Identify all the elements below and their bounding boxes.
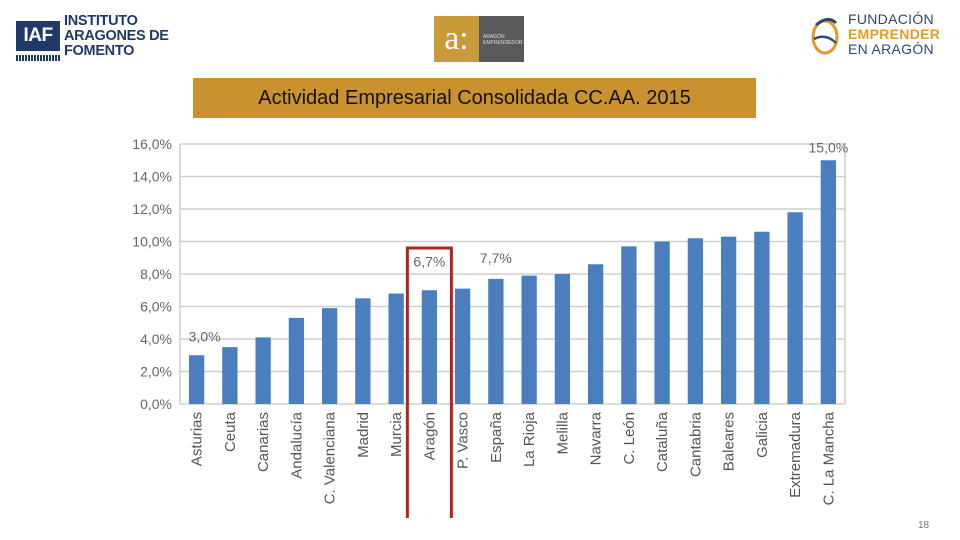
iaf-logo-text: INSTITUTO ARAGONES DE FOMENTO (64, 12, 169, 59)
x-tick-label: Ceuta (222, 411, 239, 452)
data-label: 6,7% (413, 253, 445, 269)
page-number: 18 (918, 520, 930, 531)
bar (421, 290, 438, 404)
y-tick-label: 16,0% (132, 136, 172, 152)
iaf-line-2: ARAGONES DE (64, 27, 169, 44)
x-tick-label: Canarias (255, 412, 272, 472)
x-tick-label: España (488, 411, 505, 463)
bar (587, 264, 604, 404)
data-label: 15,0% (809, 139, 849, 155)
x-tick-label: Baleares (721, 412, 738, 471)
x-tick-label: La Rioja (521, 411, 538, 467)
bar-chart: 0,0% 2,0% 4,0% 6,0% 8,0% 10,0% 12,0% 14,0% 16,0%… (132, 136, 849, 518)
y-tick-label: 0,0% (140, 396, 172, 412)
x-tick-label: C. Valenciana (322, 411, 339, 504)
x-tick-label: C. La Mancha (820, 411, 837, 505)
bar (687, 238, 704, 404)
x-tick-label: Extremadura (787, 411, 804, 498)
y-tick-label: 14,0% (132, 169, 172, 185)
bar (754, 231, 770, 404)
fundacion-line-3: EN ARAGÓN (848, 41, 934, 57)
data-label: 7,7% (480, 250, 512, 266)
aragon-emprendedor-logo: a: ARAGÓN EMPRENDEDOR (434, 16, 524, 62)
bar (554, 274, 571, 404)
fundacion-line-1: FUNDACIÓN (848, 11, 934, 27)
bar (388, 293, 404, 404)
bar (820, 160, 837, 404)
bar (222, 347, 238, 404)
bar (355, 298, 371, 404)
data-label: 3,0% (189, 328, 221, 344)
y-tick-label: 8,0% (140, 266, 172, 282)
bar (621, 246, 637, 404)
x-tick-label: P. Vasco (455, 412, 472, 469)
bar (255, 337, 271, 404)
x-tick-label: Galicia (754, 411, 771, 458)
iaf-mark: IAF (16, 21, 60, 51)
x-tick-label: C. León (621, 412, 638, 465)
y-tick-label: 12,0% (132, 201, 172, 217)
bar (521, 275, 537, 404)
bar (488, 278, 504, 404)
bar (288, 317, 305, 404)
fundacion-logo-text: FUNDACIÓN EMPRENDER EN ARAGÓN (848, 12, 940, 57)
aragon-small-text: ARAGÓN EMPRENDEDOR (479, 16, 524, 62)
iaf-logo: IAF INSTITUTO ARAGONES DE FOMENTO (16, 12, 169, 61)
highlight-box (405, 246, 453, 518)
x-tick-label: Madrid (355, 412, 372, 458)
bar (321, 308, 338, 404)
x-tick-label: Melilla (554, 411, 571, 454)
bar (188, 355, 205, 404)
x-tick-label: Asturias (189, 412, 206, 466)
bar (720, 236, 737, 404)
x-tick-label: Andalucía (288, 411, 305, 478)
y-tick-label: 2,0% (140, 364, 172, 380)
x-tick-label: Murcia (388, 411, 405, 457)
x-tick-label: Navarra (588, 411, 605, 465)
y-tick-label: 6,0% (140, 299, 172, 315)
iaf-line-3: FOMENTO (64, 42, 135, 59)
iaf-stripes-decoration (16, 55, 60, 61)
y-tick-label: 4,0% (140, 331, 172, 347)
fundacion-line-2: EMPRENDER (848, 26, 941, 42)
bar (654, 241, 670, 404)
fundacion-swirl-icon (811, 17, 839, 54)
aragon-mark: a: (434, 16, 479, 62)
x-tick-label: Cantabria (687, 411, 704, 477)
x-tick-label: Cataluña (654, 411, 671, 472)
x-tick-label: Aragón (421, 412, 438, 460)
fundacion-logo: FUNDACIÓN EMPRENDER EN ARAGÓN (806, 12, 940, 57)
iaf-line-1: INSTITUTO (64, 12, 138, 29)
slide-title: Actividad Empresarial Consolidada CC.AA.… (193, 78, 756, 118)
bar (454, 288, 471, 404)
bar (787, 212, 803, 404)
y-tick-label: 10,0% (132, 234, 172, 250)
